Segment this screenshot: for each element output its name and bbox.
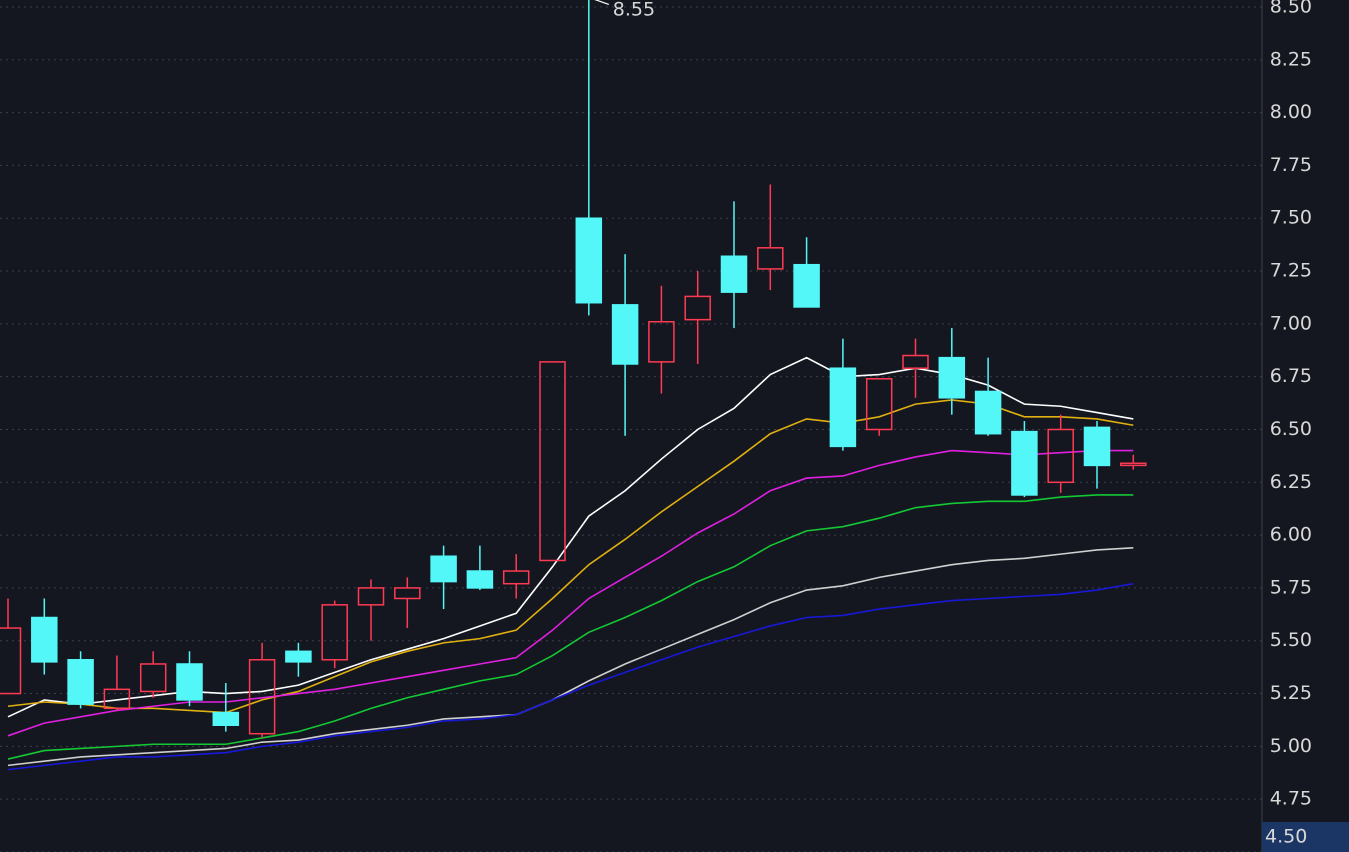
y-tick-label: 6.75 (1270, 365, 1312, 387)
candle-body (430, 555, 457, 583)
price-box (1262, 822, 1349, 852)
candle-body (539, 361, 566, 562)
candle-body (793, 263, 820, 308)
candle-body (938, 356, 966, 399)
candle-body (1083, 426, 1111, 467)
moving-average-line (7, 582, 1134, 771)
candle-body (103, 688, 131, 710)
candle-body (31, 616, 58, 663)
candle-body (212, 711, 240, 726)
candle-body (974, 390, 1002, 435)
candle-body (0, 627, 22, 695)
y-tick-label: 7.75 (1270, 154, 1312, 176)
candle-body (176, 663, 203, 701)
y-tick-label: 8.25 (1270, 48, 1312, 70)
moving-average-line (7, 546, 1134, 767)
moving-average-line (7, 399, 1134, 714)
y-tick-label: 6.00 (1270, 524, 1312, 546)
max-arrow (594, 0, 609, 5)
candle-body (321, 604, 348, 661)
moving-average-line (7, 494, 1134, 760)
candle-body (139, 663, 167, 693)
max-price-label: 8.55 (613, 0, 655, 21)
candle-body (865, 378, 893, 431)
candle-body (648, 320, 675, 363)
y-tick-label: 7.25 (1270, 260, 1312, 282)
y-tick-label: 5.75 (1270, 576, 1312, 598)
candle-body (466, 570, 494, 589)
candle-body (720, 255, 748, 293)
candle-body (902, 354, 929, 369)
y-tick-label: 5.25 (1270, 682, 1312, 704)
moving-average-line (7, 449, 1134, 737)
candle-body (757, 247, 784, 270)
candle-body (575, 217, 603, 304)
candle-body (1120, 462, 1147, 467)
candle-body (611, 304, 639, 365)
y-tick-label: 4.50 (1265, 826, 1307, 848)
candle-body (829, 367, 857, 448)
y-tick-label: 6.50 (1270, 418, 1312, 440)
candle-body (67, 659, 94, 705)
y-tick-label: 5.00 (1270, 735, 1312, 757)
y-tick-label: 8.50 (1270, 0, 1312, 17)
y-tick-label: 8.00 (1270, 101, 1312, 123)
candle-body (1047, 428, 1074, 484)
y-tick-label: 5.50 (1270, 629, 1312, 651)
y-tick-label: 7.50 (1270, 207, 1312, 229)
candle-body (285, 650, 312, 663)
candle-body (684, 295, 711, 321)
y-tick-label: 4.75 (1270, 788, 1312, 810)
candle-body (248, 659, 276, 735)
y-tick-label: 7.00 (1270, 312, 1312, 334)
candle-body (394, 587, 421, 600)
y-tick-label: 6.25 (1270, 471, 1312, 493)
candle-body (502, 570, 530, 585)
candle-body (357, 587, 385, 606)
candle-body (1011, 430, 1038, 496)
